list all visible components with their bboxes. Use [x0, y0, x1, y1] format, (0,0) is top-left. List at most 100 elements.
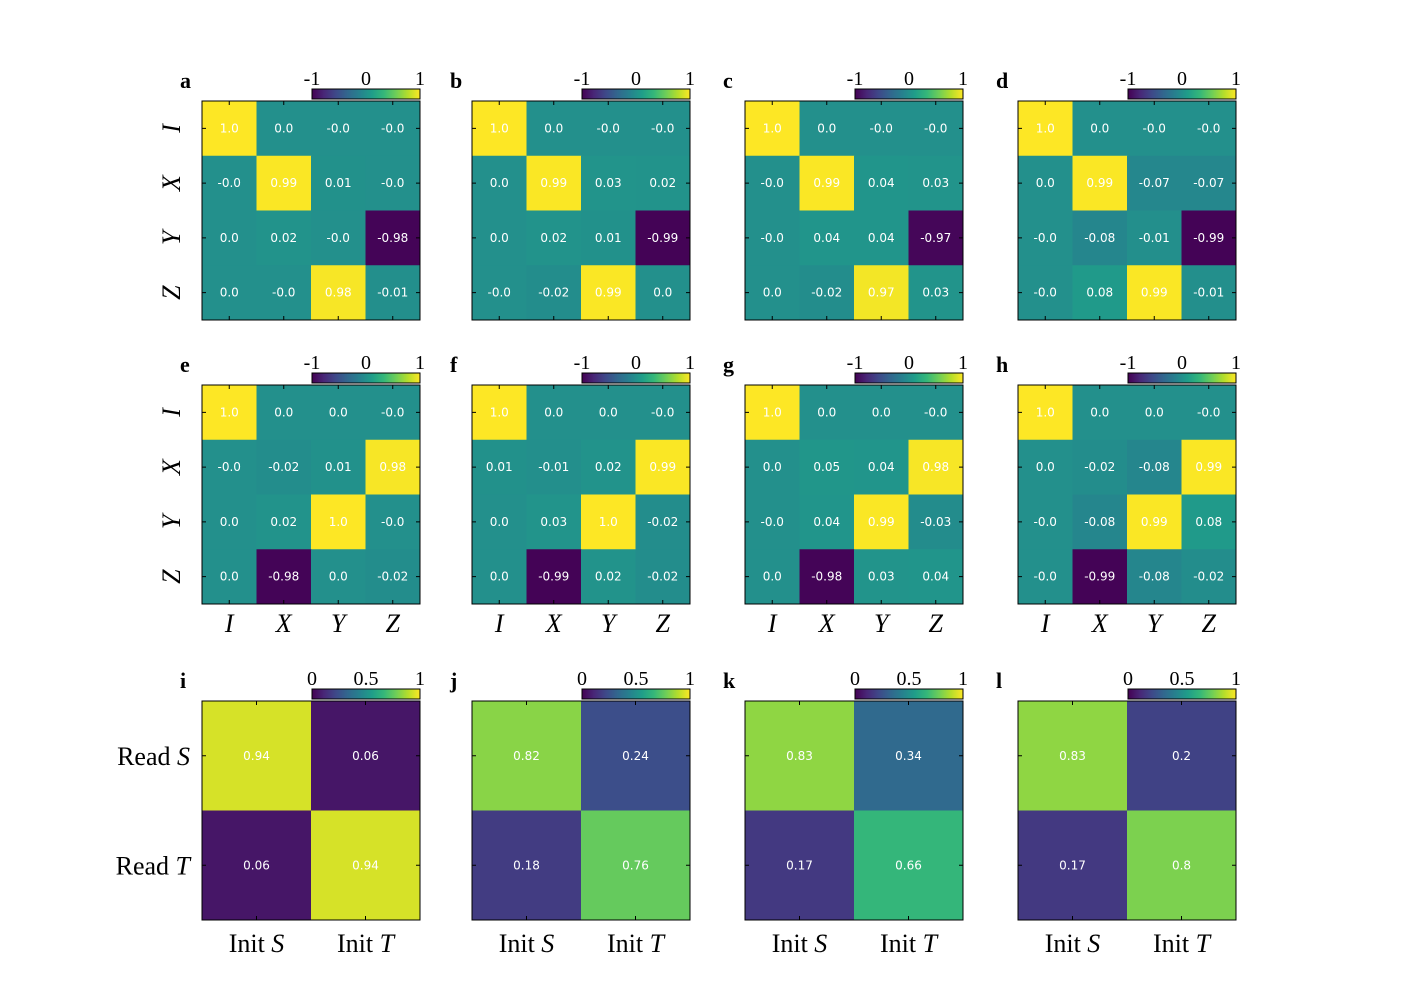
x-axis-init-label: Init S [1045, 929, 1101, 958]
heatmap-cell [1072, 210, 1128, 266]
panel-i: 0.94 0.06 0.06 0.94 i 0 0.5 1 [180, 668, 425, 921]
y-axis-pauli-label: Z [157, 569, 186, 584]
heatmap-cell [472, 494, 527, 550]
cell-value-label: 0.0 [274, 121, 293, 135]
cell-value-label: 0.01 [486, 460, 513, 474]
colorbar-tick-label: -1 [1120, 352, 1137, 374]
heatmap-cell [1072, 439, 1128, 495]
cell-value-label: -0.0 [1197, 405, 1220, 419]
heatmap-cell [1072, 549, 1128, 605]
heatmap-cell [1072, 265, 1128, 321]
heatmap-cell [311, 155, 366, 211]
heatmap-cell [1181, 155, 1237, 211]
cell-value-label: 0.0 [220, 515, 239, 529]
cell-value-label: 0.0 [817, 405, 836, 419]
colorbar-tick-label: 0 [850, 668, 860, 690]
heatmap-cell [526, 101, 582, 157]
cell-value-label: -0.02 [1193, 570, 1224, 584]
colorbar-tick-label: 0.5 [1170, 668, 1195, 690]
heatmap-cell [256, 439, 312, 495]
panel-frame [1017, 100, 1237, 321]
heatmap-cell [256, 155, 312, 211]
cell-value-label: -0.0 [597, 121, 620, 135]
panel-letter: g [723, 352, 734, 377]
heatmap-cell [581, 265, 636, 321]
colorbar-tick-label: 0.5 [624, 668, 649, 690]
cell-value-label: 0.03 [595, 176, 622, 190]
colorbar-tick-label: 1 [415, 68, 425, 90]
heatmap-cell [472, 701, 582, 811]
colorbar-tick-label: -1 [304, 352, 321, 374]
colorbar-tick-label: 0.5 [897, 668, 922, 690]
heatmap-cell [1181, 494, 1237, 550]
heatmap-cell [635, 155, 691, 211]
panel-letter: i [180, 668, 186, 693]
panel-frame [744, 100, 964, 321]
colorbar-tick-label: 0 [1123, 668, 1133, 690]
cell-value-label: 0.03 [540, 515, 567, 529]
cell-value-label: -0.0 [327, 121, 350, 135]
heatmap-cell [311, 265, 366, 321]
heatmap-cell [635, 101, 691, 157]
cell-value-label: -0.02 [647, 515, 678, 529]
heatmap-cell [854, 810, 964, 921]
y-axis-read-label: Read S [117, 742, 190, 771]
cell-value-label: 0.01 [325, 460, 352, 474]
panel-letter: j [449, 668, 457, 693]
heatmap-cell [1127, 701, 1237, 811]
cell-value-label: 0.94 [243, 749, 270, 763]
heatmap-cell [472, 265, 527, 321]
heatmap-cell [526, 155, 582, 211]
colorbar-tick-label: -1 [847, 68, 864, 90]
cell-value-label: -0.0 [651, 121, 674, 135]
cell-value-label: 0.04 [868, 231, 895, 245]
heatmap-cell [256, 210, 312, 266]
panel-frame [201, 100, 421, 321]
cell-value-label: 0.08 [1086, 286, 1113, 300]
cell-value-label: 0.02 [595, 460, 622, 474]
heatmap-cell [1127, 155, 1182, 211]
panel-d: 1.0 0.0 -0.0 -0.0 0.0 0.99 -0.07 -0.07 -0.0 -0.08… [996, 68, 1241, 321]
heatmap-cell [202, 385, 257, 441]
heatmap-cell [581, 155, 636, 211]
colorbar-tick-label: 0 [904, 68, 914, 90]
heatmap-cell [202, 265, 257, 321]
x-axis-init-label: Init T [337, 929, 396, 958]
heatmap-cell [1127, 494, 1182, 550]
colorbar [1127, 88, 1237, 100]
colorbar-tick-label: 1 [958, 668, 968, 690]
cell-value-label: 0.66 [895, 858, 922, 872]
cell-value-label: 0.0 [763, 570, 782, 584]
cell-value-label: -0.0 [924, 405, 947, 419]
panel-frame [744, 700, 964, 921]
x-axis-pauli-label: I [767, 609, 778, 638]
panel-frame [471, 384, 691, 605]
heatmap-cell [365, 155, 421, 211]
colorbar-tick-label: -1 [1120, 68, 1137, 90]
x-axis-pauli-label: Y [1147, 609, 1164, 638]
x-axis-pauli-label: X [275, 609, 293, 638]
heatmap-cell [799, 210, 855, 266]
heatmap-cell [799, 439, 855, 495]
cell-value-label: 0.05 [813, 460, 840, 474]
cell-value-label: -0.02 [1084, 460, 1115, 474]
heatmap-cell [635, 265, 691, 321]
heatmap-cell [365, 549, 421, 605]
heatmap-cell [1072, 385, 1128, 441]
cell-value-label: -0.99 [1193, 231, 1224, 245]
heatmap-cell [581, 549, 636, 605]
heatmap-cell [311, 210, 366, 266]
heatmap-cell [202, 439, 257, 495]
cell-value-label: 0.83 [786, 749, 813, 763]
cell-value-label: 0.99 [868, 515, 895, 529]
heatmap-cell [311, 385, 366, 441]
panel-letter: h [996, 352, 1008, 377]
heatmap-cell [908, 155, 964, 211]
panel-letter: k [723, 668, 736, 693]
heatmap-cell [472, 155, 527, 211]
cell-value-label: 0.0 [1090, 405, 1109, 419]
heatmap-cell [472, 101, 527, 157]
x-axis-init-label: Init T [1153, 929, 1212, 958]
heatmap-cell [1018, 494, 1073, 550]
cell-value-label: 0.2 [1172, 749, 1191, 763]
